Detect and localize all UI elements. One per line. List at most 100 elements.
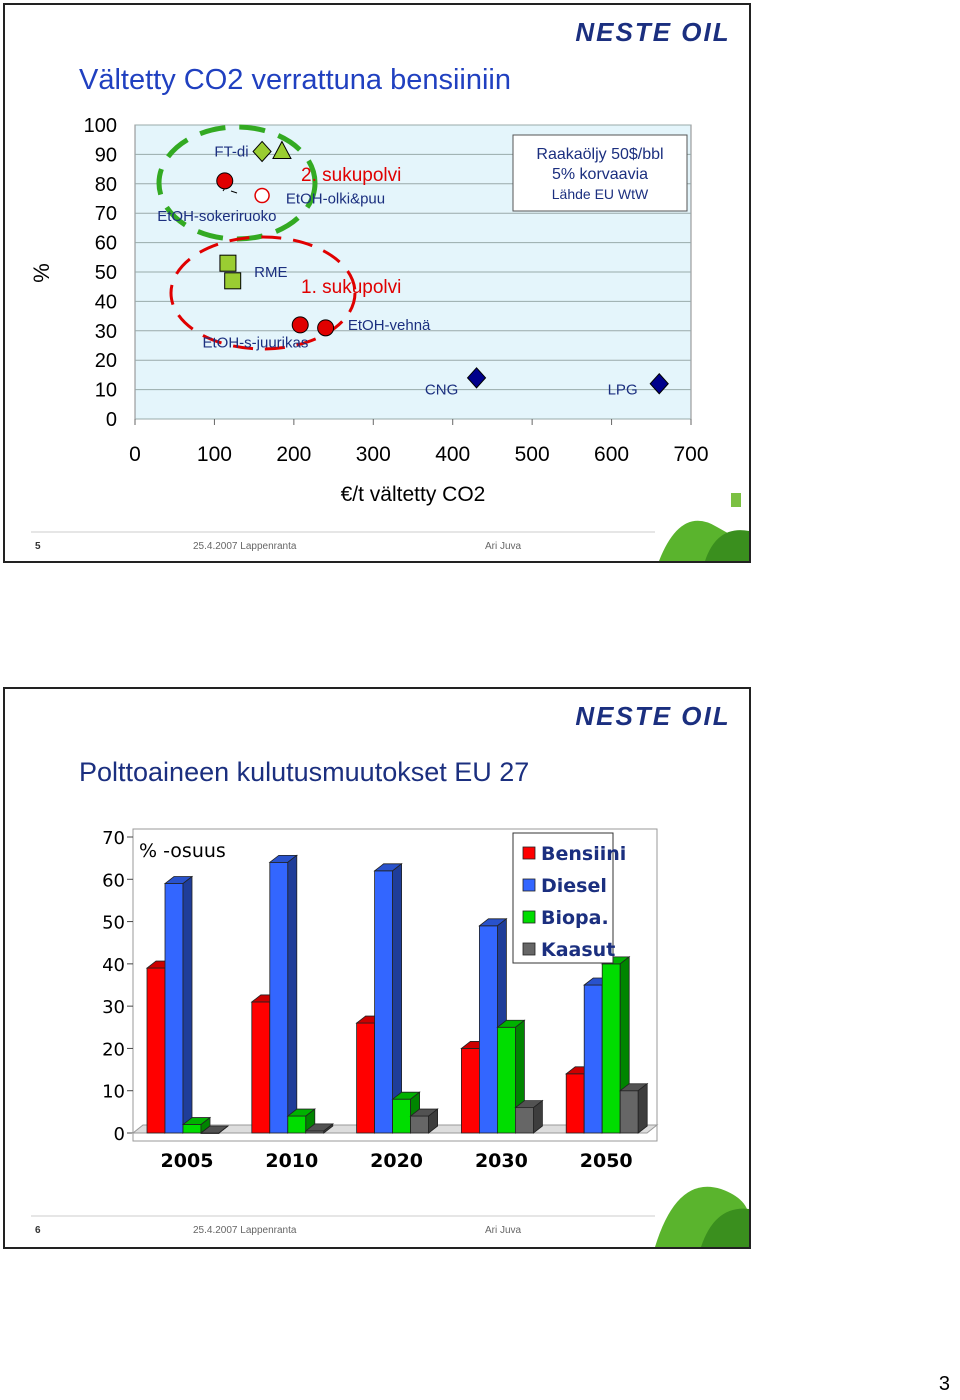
footer-author: Ari Juva <box>485 1225 522 1236</box>
y-tick-label: 40 <box>102 955 125 976</box>
y-tick-label: 10 <box>95 380 117 402</box>
y-tick-label: 60 <box>95 233 117 255</box>
x-tick-label: 2010 <box>265 1150 318 1172</box>
legend-swatch <box>522 846 536 860</box>
x-axis-ticks: 2005 2010 2020 2030 2050 <box>161 1150 633 1172</box>
y-tick-label: 0 <box>106 409 117 431</box>
point-annotation: EtOH-vehnä <box>348 317 431 334</box>
x-tick-label: 500 <box>515 443 550 466</box>
bar <box>409 1108 439 1134</box>
y-tick-label: 70 <box>102 828 125 849</box>
y-tick-label: 10 <box>102 1082 125 1103</box>
page-number: 3 <box>938 1373 950 1395</box>
decorative-swoosh <box>655 1186 749 1247</box>
logo-text: NESTE OIL <box>575 17 730 47</box>
x-tick-label: 0 <box>129 443 141 466</box>
y-tick-label: 40 <box>95 291 117 313</box>
x-tick-label: 700 <box>673 443 708 466</box>
decorative-swoosh <box>659 493 749 561</box>
footer-author: Ari Juva <box>485 541 522 552</box>
second-gen-label: 2. sukupolvi <box>301 165 401 186</box>
info-line-1: Raakaöljy 50$/bbl <box>536 146 663 163</box>
x-tick-label: 100 <box>197 443 232 466</box>
bar <box>514 1099 544 1134</box>
legend-swatch <box>522 910 536 924</box>
point-annotations: FT-di EtOH-olki&puu EtOH-sokeriruoko RME EtO… <box>157 143 637 398</box>
slide-footer: 6 25.4.2007 Lappenranta Ari Juva <box>31 1215 655 1236</box>
legend-label: Kaasut <box>541 939 615 961</box>
y-axis-label: % -osuus <box>139 840 226 862</box>
y-tick-label: 90 <box>95 144 117 166</box>
info-line-2: 5% korvaavia <box>552 166 648 183</box>
legend-swatch <box>522 878 536 892</box>
slide-fuel-consumption: NESTE OIL Polttoaineen kulutusmuutokset … <box>3 687 751 1249</box>
grid-lines <box>135 124 691 420</box>
data-point <box>466 367 487 389</box>
legend-label: Biopa. <box>541 907 609 929</box>
x-axis-label: €/t vältetty CO2 <box>341 483 486 506</box>
footer-page: 5 <box>35 541 41 552</box>
annotation-arrow <box>230 190 238 194</box>
legend-swatch <box>522 942 536 956</box>
footer-date: 25.4.2007 Lappenranta <box>193 541 297 552</box>
y-tick-label: 70 <box>95 203 117 225</box>
x-axis-ticks: 0 100 200 300 400 500 600 700 <box>129 419 709 466</box>
bar <box>268 854 298 1134</box>
chart-legend: Bensiini Diesel Biopa. Kaasut <box>512 832 626 964</box>
y-tick-label: 100 <box>84 115 117 137</box>
y-axis-label: % <box>29 263 54 283</box>
bar <box>181 1116 212 1134</box>
data-point <box>216 172 234 190</box>
y-tick-label: 30 <box>102 997 125 1018</box>
x-tick-label: 2005 <box>161 1150 214 1172</box>
point-annotation: EtOH-sokeriruoko <box>157 208 276 225</box>
chart-title: Vältetty CO2 verrattuna bensiiniin <box>79 64 511 96</box>
y-tick-label: 50 <box>102 913 125 934</box>
first-gen-ellipse <box>169 235 357 351</box>
point-annotation: CNG <box>425 382 458 399</box>
first-gen-label: 1. sukupolvi <box>301 277 401 298</box>
x-tick-label: 2030 <box>475 1150 528 1172</box>
fuel-bar-chart: NESTE OIL Polttoaineen kulutusmuutokset … <box>31 701 749 1247</box>
data-point <box>224 272 242 290</box>
x-tick-label: 2050 <box>580 1150 633 1172</box>
y-tick-label: 60 <box>102 870 125 891</box>
chart-title: Polttoaineen kulutusmuutokset EU 27 <box>79 757 529 787</box>
data-point <box>252 140 272 163</box>
footer-date: 25.4.2007 Lappenranta <box>193 1225 297 1236</box>
y-tick-label: 0 <box>114 1124 125 1145</box>
point-annotation: EtOH-s-juurikas <box>203 335 309 352</box>
x-tick-label: 400 <box>435 443 470 466</box>
data-point <box>291 316 309 334</box>
y-tick-label: 20 <box>102 1039 125 1060</box>
bar <box>163 875 194 1134</box>
y-tick-label: 80 <box>95 174 117 196</box>
point-annotation: EtOH-olki&puu <box>286 191 385 208</box>
data-point <box>254 187 270 204</box>
footer-page: 6 <box>35 1225 41 1236</box>
bar <box>373 863 403 1134</box>
point-annotation: RME <box>254 264 287 281</box>
point-annotation: FT-di <box>214 143 248 160</box>
legend-label: Diesel <box>541 875 607 897</box>
point-annotation: LPG <box>608 382 638 399</box>
y-tick-label: 30 <box>95 321 117 343</box>
bar <box>304 1123 334 1134</box>
x-tick-label: 200 <box>276 443 311 466</box>
slide-footer: 5 25.4.2007 Lappenranta Ari Juva <box>31 531 655 552</box>
bar <box>619 1082 649 1134</box>
data-point <box>649 372 669 395</box>
data-points <box>216 140 669 395</box>
slide-co2-chart: NESTE OIL Vältetty CO2 verrattuna bensii… <box>3 3 751 563</box>
data-point <box>272 140 292 159</box>
y-tick-label: 20 <box>95 350 117 372</box>
data-point <box>317 319 335 337</box>
bar <box>199 1125 230 1134</box>
co2-scatter-chart: NESTE OIL Vältetty CO2 verrattuna bensii… <box>29 17 749 561</box>
neste-oil-logo: NESTE OIL <box>575 17 730 47</box>
data-point <box>219 254 237 272</box>
x-tick-label: 2020 <box>370 1150 423 1172</box>
legend-label: Bensiini <box>541 843 626 865</box>
x-tick-label: 600 <box>594 443 629 466</box>
